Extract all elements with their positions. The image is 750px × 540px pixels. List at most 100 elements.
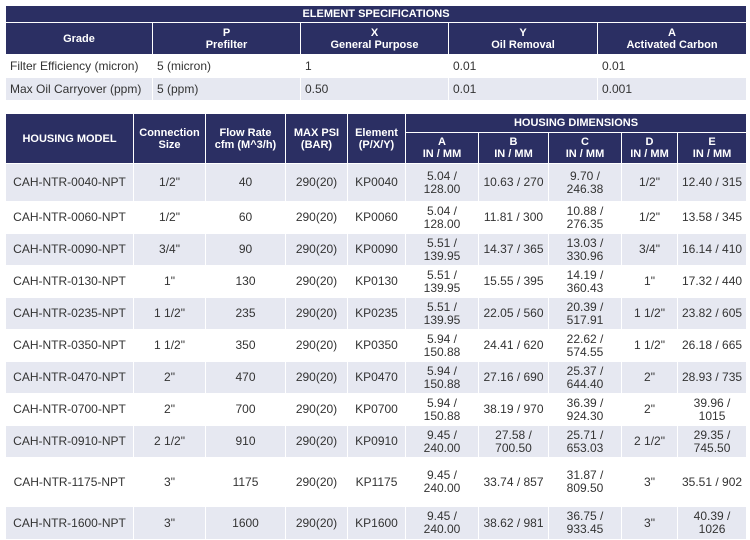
spec-row: Filter Efficiency (micron) 5 (micron) 1 0.0… — [5, 54, 748, 78]
column-header: Flow Rate cfm (M^3/h) — [205, 113, 286, 164]
element-specifications-table: ELEMENT SPECIFICATIONS Grade P Prefilter X G… — [4, 5, 748, 101]
cell: 470 — [205, 361, 286, 394]
header-line: General Purpose — [330, 38, 419, 51]
header-line: E — [708, 136, 716, 148]
cell: CAH-NTR-0700-NPT — [5, 393, 134, 426]
header-row: A IN / MM B IN / MM C IN / MM D IN / MM E IN / MM — [6, 132, 748, 164]
cell: 1/2" — [621, 201, 678, 234]
cell: CAH-NTR-0130-NPT — [5, 265, 134, 298]
cell: 290(20) — [285, 457, 348, 507]
cell: 290(20) — [285, 233, 348, 266]
cell: 36.75 / 933.45 — [548, 506, 622, 540]
header-line: MAX PSI — [293, 126, 340, 139]
cell: 290(20) — [285, 506, 348, 540]
cell: 23.82 / 605 — [676, 297, 748, 330]
cell: CAH-NTR-0090-NPT — [5, 233, 134, 266]
cell: 1/2" — [133, 201, 206, 234]
cell: 28.93 / 735 — [676, 361, 748, 394]
cell: 0.01 — [448, 77, 598, 101]
cell: 5 (ppm) — [152, 77, 301, 101]
cell: 22.62 / 574.55 — [548, 329, 622, 362]
cell: KP0235 — [347, 297, 406, 330]
cell: 39.96 / 1015 — [676, 393, 748, 426]
column-header: D IN / MM — [621, 132, 678, 164]
cell: 290(20) — [285, 265, 348, 298]
cell: 700 — [205, 393, 286, 426]
housing-row: CAH-NTR-0470-NPT 2" 470 290(20) KP0470 5.94 /… — [5, 361, 748, 394]
cell: 1 — [300, 54, 449, 78]
cell: 33.74 / 857 — [478, 457, 549, 507]
cell: 1 1/2" — [133, 297, 206, 330]
cell: 5.04 / 128.00 — [405, 163, 479, 202]
header-row: Grade P Prefilter X General Purpose Y Oil Remo… — [5, 22, 748, 55]
cell: 3/4" — [621, 233, 678, 266]
cell: KP0700 — [347, 393, 406, 426]
column-header: HOUSING MODEL — [5, 113, 134, 164]
cell: CAH-NTR-0060-NPT — [5, 201, 134, 234]
cell: 0.001 — [596, 77, 748, 101]
column-header: Element (P/X/Y) — [347, 113, 406, 164]
cell: CAH-NTR-0350-NPT — [5, 329, 134, 362]
cell: 13.58 / 345 — [676, 201, 748, 234]
cell: KP0130 — [347, 265, 406, 298]
cell: 5 (micron) — [152, 54, 301, 78]
table-title: ELEMENT SPECIFICATIONS — [4, 5, 748, 23]
cell: CAH-NTR-0910-NPT — [5, 425, 134, 458]
cell: 130 — [205, 265, 286, 298]
cell: 5.51 / 139.95 — [405, 297, 479, 330]
header-line: P — [222, 26, 231, 39]
header-line: Grade — [63, 32, 95, 45]
header-line: IN / MM — [494, 148, 533, 160]
cell: 1600 — [205, 506, 286, 540]
cell: 2" — [133, 361, 206, 394]
cell: 290(20) — [285, 361, 348, 394]
cell: CAH-NTR-0040-NPT — [5, 163, 134, 202]
cell: 20.39 / 517.91 — [548, 297, 622, 330]
cell: KP0910 — [347, 425, 406, 458]
cell: 2" — [621, 393, 678, 426]
header-line: Oil Removal — [491, 38, 555, 51]
cell: 350 — [205, 329, 286, 362]
header-line: X — [370, 26, 379, 39]
cell: 290(20) — [285, 425, 348, 458]
cell: 2 1/2" — [621, 425, 678, 458]
header-line: Y — [519, 26, 527, 39]
header-line: cfm (M^3/h) — [214, 138, 277, 151]
column-header: Connection Size — [133, 113, 206, 164]
cell: 29.35 / 745.50 — [676, 425, 748, 458]
cell: 9.45 / 240.00 — [405, 506, 479, 540]
cell: 2" — [621, 361, 678, 394]
cell: 235 — [205, 297, 286, 330]
cell: 22.05 / 560 — [478, 297, 549, 330]
cell: 5.04 / 128.00 — [405, 201, 479, 234]
cell: 27.16 / 690 — [478, 361, 549, 394]
cell: KP0090 — [347, 233, 406, 266]
cell: 5.94 / 150.88 — [405, 361, 479, 394]
cell: 1175 — [205, 457, 286, 507]
cell: 0.01 — [596, 54, 748, 78]
cell: 25.37 / 644.40 — [548, 361, 622, 394]
cell: 5.94 / 150.88 — [405, 329, 479, 362]
housing-row: CAH-NTR-0910-NPT 2 1/2" 910 290(20) KP0910 9.… — [5, 425, 748, 458]
cell: 290(20) — [285, 393, 348, 426]
cell: 0.01 — [448, 54, 598, 78]
cell: 10.88 / 276.35 — [548, 201, 622, 234]
cell: 1/2" — [133, 163, 206, 202]
cell: 17.32 / 440 — [676, 265, 748, 298]
cell: KP1175 — [347, 457, 406, 507]
column-header: E IN / MM — [676, 132, 748, 164]
housing-table: HOUSING MODEL Connection Size Flow Rate cfm … — [5, 113, 748, 540]
housing-row: CAH-NTR-0350-NPT 1 1/2" 350 290(20) KP0350 5.… — [5, 329, 748, 362]
cell: 3" — [621, 457, 678, 507]
header-line: Element — [355, 126, 398, 139]
cell: 1 1/2" — [621, 329, 678, 362]
cell: Max Oil Carryover (ppm) — [5, 77, 153, 101]
cell: 27.58 / 700.50 — [478, 425, 549, 458]
cell: 290(20) — [285, 163, 348, 202]
cell: 1 1/2" — [133, 329, 206, 362]
header-line: Prefilter — [205, 38, 248, 51]
cell: 9.70 / 246.38 — [548, 163, 622, 202]
housing-row: CAH-NTR-1175-NPT 3" 1175 290(20) KP1175 9.45 … — [5, 457, 748, 507]
cell: 14.19 / 360.43 — [548, 265, 622, 298]
cell: 12.40 / 315 — [676, 163, 748, 202]
